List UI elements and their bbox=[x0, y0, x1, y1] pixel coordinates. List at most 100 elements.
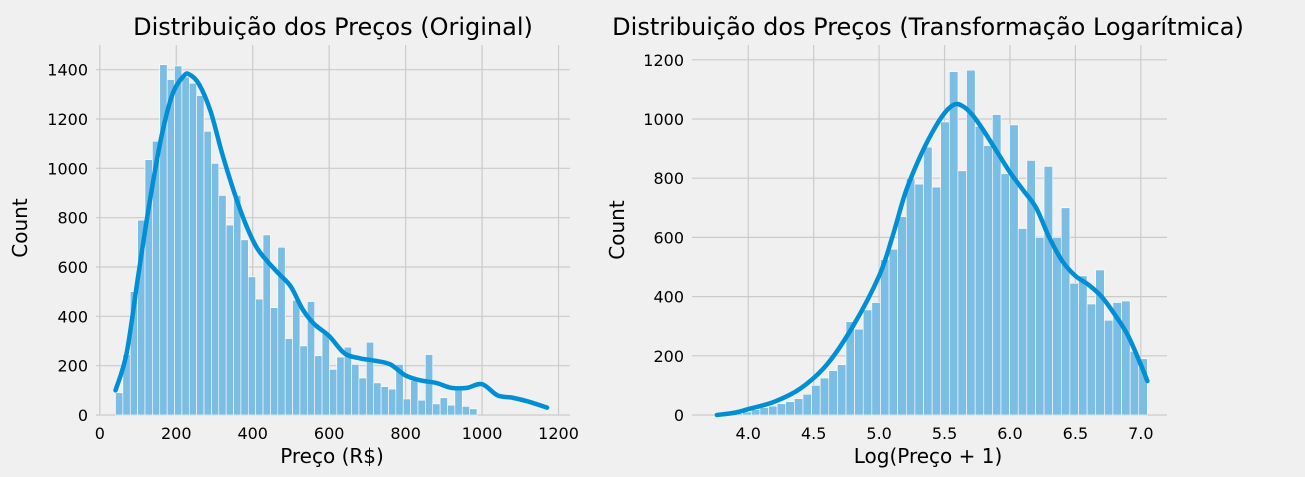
histogram-bar bbox=[897, 216, 907, 416]
histogram-bar bbox=[314, 355, 323, 416]
y-tick-label: 1200 bbox=[643, 51, 684, 70]
histogram-bar bbox=[270, 307, 279, 416]
histogram-bar bbox=[410, 380, 419, 416]
histogram-bar bbox=[380, 386, 389, 416]
x-tick-label: 800 bbox=[390, 424, 421, 443]
kde-line bbox=[113, 71, 550, 410]
histogram-bar bbox=[751, 409, 761, 416]
y-tick-label: 0 bbox=[78, 406, 88, 425]
x-tick-label: 4.0 bbox=[736, 424, 761, 443]
histogram-bar bbox=[914, 183, 924, 416]
histogram-bar bbox=[181, 76, 190, 416]
x-tick-label: 400 bbox=[237, 424, 268, 443]
x-tick-label: 5.0 bbox=[866, 424, 891, 443]
y-tick-label: 400 bbox=[57, 307, 88, 326]
histogram-bar bbox=[974, 126, 985, 416]
x-tick-label: 1200 bbox=[538, 424, 579, 443]
histogram-bar bbox=[284, 338, 293, 416]
chart-title: Distribuição dos Preços (Original) bbox=[133, 13, 533, 41]
histogram-bar bbox=[1017, 228, 1028, 416]
histogram-bar bbox=[255, 298, 264, 416]
histogram-bar bbox=[351, 364, 360, 416]
histogram-bar bbox=[203, 131, 212, 416]
y-tick-label: 800 bbox=[653, 169, 684, 188]
histogram-bar bbox=[923, 146, 933, 416]
histogram-bar bbox=[211, 163, 220, 416]
x-tick-label: 200 bbox=[161, 424, 192, 443]
histogram-bar bbox=[1078, 275, 1088, 416]
x-tick-label: 6.0 bbox=[997, 424, 1022, 443]
histogram-bar bbox=[1086, 303, 1097, 416]
histogram-bar bbox=[776, 403, 787, 416]
histogram-bar bbox=[292, 299, 301, 416]
histogram-bar bbox=[759, 407, 769, 416]
histogram-bar bbox=[321, 333, 330, 416]
histogram-bar bbox=[366, 341, 375, 416]
histogram-bar bbox=[1052, 237, 1062, 416]
histogram-bar bbox=[454, 390, 463, 416]
x-tick-label: 7.0 bbox=[1128, 424, 1153, 443]
histogram-bar bbox=[854, 328, 864, 416]
histogram-bar bbox=[402, 398, 411, 416]
histogram-bar bbox=[794, 398, 804, 416]
y-tick-label: 800 bbox=[57, 209, 88, 228]
histogram-bar bbox=[388, 388, 397, 416]
x-tick-label: 600 bbox=[314, 424, 345, 443]
histogram-bar bbox=[373, 382, 382, 416]
histogram-bar bbox=[395, 364, 404, 416]
histogram-bar bbox=[983, 145, 993, 416]
histogram-bar bbox=[871, 302, 881, 416]
x-tick-label: 1000 bbox=[462, 424, 503, 443]
histogram-bar bbox=[837, 364, 847, 416]
y-tick-label: 1000 bbox=[643, 110, 684, 129]
histogram-bar bbox=[461, 406, 470, 416]
x-tick-label: 5.5 bbox=[932, 424, 957, 443]
histogram-bar bbox=[931, 186, 942, 416]
histogram-bar bbox=[940, 121, 950, 416]
y-tick-label: 1200 bbox=[47, 110, 88, 129]
histogram-bar bbox=[277, 246, 286, 416]
histogram-bar bbox=[358, 377, 367, 416]
y-tick-label: 1400 bbox=[47, 61, 88, 80]
y-tick-label: 0 bbox=[674, 406, 684, 425]
histogram-bar bbox=[166, 79, 175, 416]
y-tick-label: 200 bbox=[653, 347, 684, 366]
histogram-bar bbox=[768, 405, 778, 416]
histogram-bar bbox=[247, 276, 256, 416]
x-axis-label: Log(Preço + 1) bbox=[854, 444, 1003, 468]
y-axis-label: Count bbox=[8, 198, 32, 258]
histogram-bar bbox=[233, 195, 242, 416]
y-tick-label: 200 bbox=[57, 357, 88, 376]
histogram-bar bbox=[1138, 358, 1148, 416]
histogram-bar bbox=[1069, 282, 1079, 416]
histogram-bar bbox=[336, 356, 345, 416]
histogram-bar bbox=[1121, 300, 1131, 416]
kde-line bbox=[714, 101, 1150, 418]
histogram-bar bbox=[949, 71, 959, 416]
histogram-bar bbox=[802, 393, 812, 416]
x-tick-label: 0 bbox=[95, 424, 105, 443]
x-axis-label: Preço (R$) bbox=[280, 444, 384, 468]
histogram-bar bbox=[1035, 237, 1045, 416]
histogram-bar bbox=[225, 224, 234, 416]
histogram-bar bbox=[957, 170, 967, 416]
x-tick-label: 6.5 bbox=[1063, 424, 1088, 443]
y-tick-label: 400 bbox=[653, 288, 684, 307]
histogram-bar bbox=[188, 82, 197, 416]
histogram-bar bbox=[811, 385, 821, 416]
histogram-bar bbox=[862, 309, 873, 416]
histogram-bar bbox=[888, 248, 898, 416]
histogram-bar bbox=[1000, 173, 1010, 416]
histogram-bar bbox=[785, 401, 795, 416]
histogram-bar bbox=[819, 377, 830, 416]
histogram-bar bbox=[417, 399, 426, 416]
histogram-bar bbox=[1043, 166, 1053, 416]
histogram-bar bbox=[425, 354, 434, 416]
histogram-bar bbox=[469, 408, 478, 416]
histogram-bar bbox=[432, 403, 441, 416]
y-tick-label: 600 bbox=[653, 228, 684, 247]
histogram-bar bbox=[196, 95, 205, 416]
histogram-bar bbox=[880, 259, 890, 416]
chart-title: Distribuição dos Preços (Transformação L… bbox=[612, 13, 1244, 41]
